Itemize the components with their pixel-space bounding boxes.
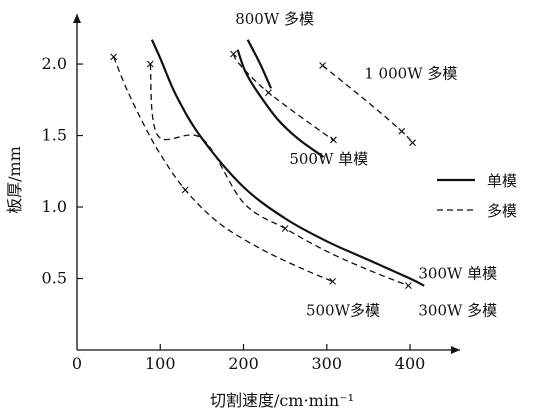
x-marker — [404, 282, 412, 290]
x-tick-label: 300 — [312, 354, 343, 373]
axes — [73, 14, 460, 354]
series-line-1 — [149, 63, 409, 287]
annotations: 800W 多模 1 000W 多模 500W 单模 300W 单模 500W多模 300W… — [235, 10, 497, 320]
x-marker — [319, 62, 327, 69]
x-marker — [230, 50, 237, 58]
x-tick-label: 0 — [72, 354, 82, 373]
x-tick-label: 100 — [145, 354, 176, 373]
x-marker — [265, 89, 272, 97]
y-axis-arrow — [73, 14, 81, 23]
series-line-5 — [232, 53, 335, 141]
series-line-6 — [322, 64, 413, 144]
tick-labels: 0 100 200 300 400 0.5 1.0 1.5 2.0 — [42, 54, 426, 373]
series-group — [110, 39, 425, 290]
series-line-4 — [246, 39, 273, 89]
y-tick-label: 1.0 — [42, 197, 67, 216]
legend-label: 单模 — [487, 172, 517, 190]
y-tick-label: 1.5 — [42, 126, 67, 145]
annotation-label: 300W 单模 — [418, 265, 497, 283]
x-tick-label: 400 — [395, 354, 426, 373]
x-marker — [110, 53, 118, 61]
x-marker — [398, 127, 406, 135]
x-marker — [329, 277, 336, 285]
x-axis-arrow — [451, 346, 460, 354]
x-marker — [181, 186, 189, 194]
x-marker — [281, 225, 289, 232]
y-axis-label: 板厚/mm — [5, 146, 24, 214]
x-marker — [409, 139, 416, 147]
x-marker — [330, 136, 337, 144]
annotation-label: 800W 多模 — [235, 10, 314, 28]
annotation-label: 1 000W 多模 — [364, 64, 457, 82]
legend-label: 多模 — [487, 202, 517, 220]
x-marker — [146, 60, 154, 68]
annotation-label: 300W 多模 — [418, 302, 497, 320]
series-line-2 — [113, 56, 333, 282]
series-line-3 — [236, 49, 325, 158]
x-tick-label: 200 — [228, 354, 259, 373]
annotation-label: 500W 单模 — [289, 150, 368, 168]
y-tick-label: 0.5 — [42, 269, 67, 288]
y-tick-label: 2.0 — [42, 54, 67, 73]
annotation-label: 500W多模 — [306, 302, 380, 320]
series-line-0 — [150, 39, 425, 287]
x-axis-label: 切割速度/cm·min⁻¹ — [210, 391, 354, 410]
